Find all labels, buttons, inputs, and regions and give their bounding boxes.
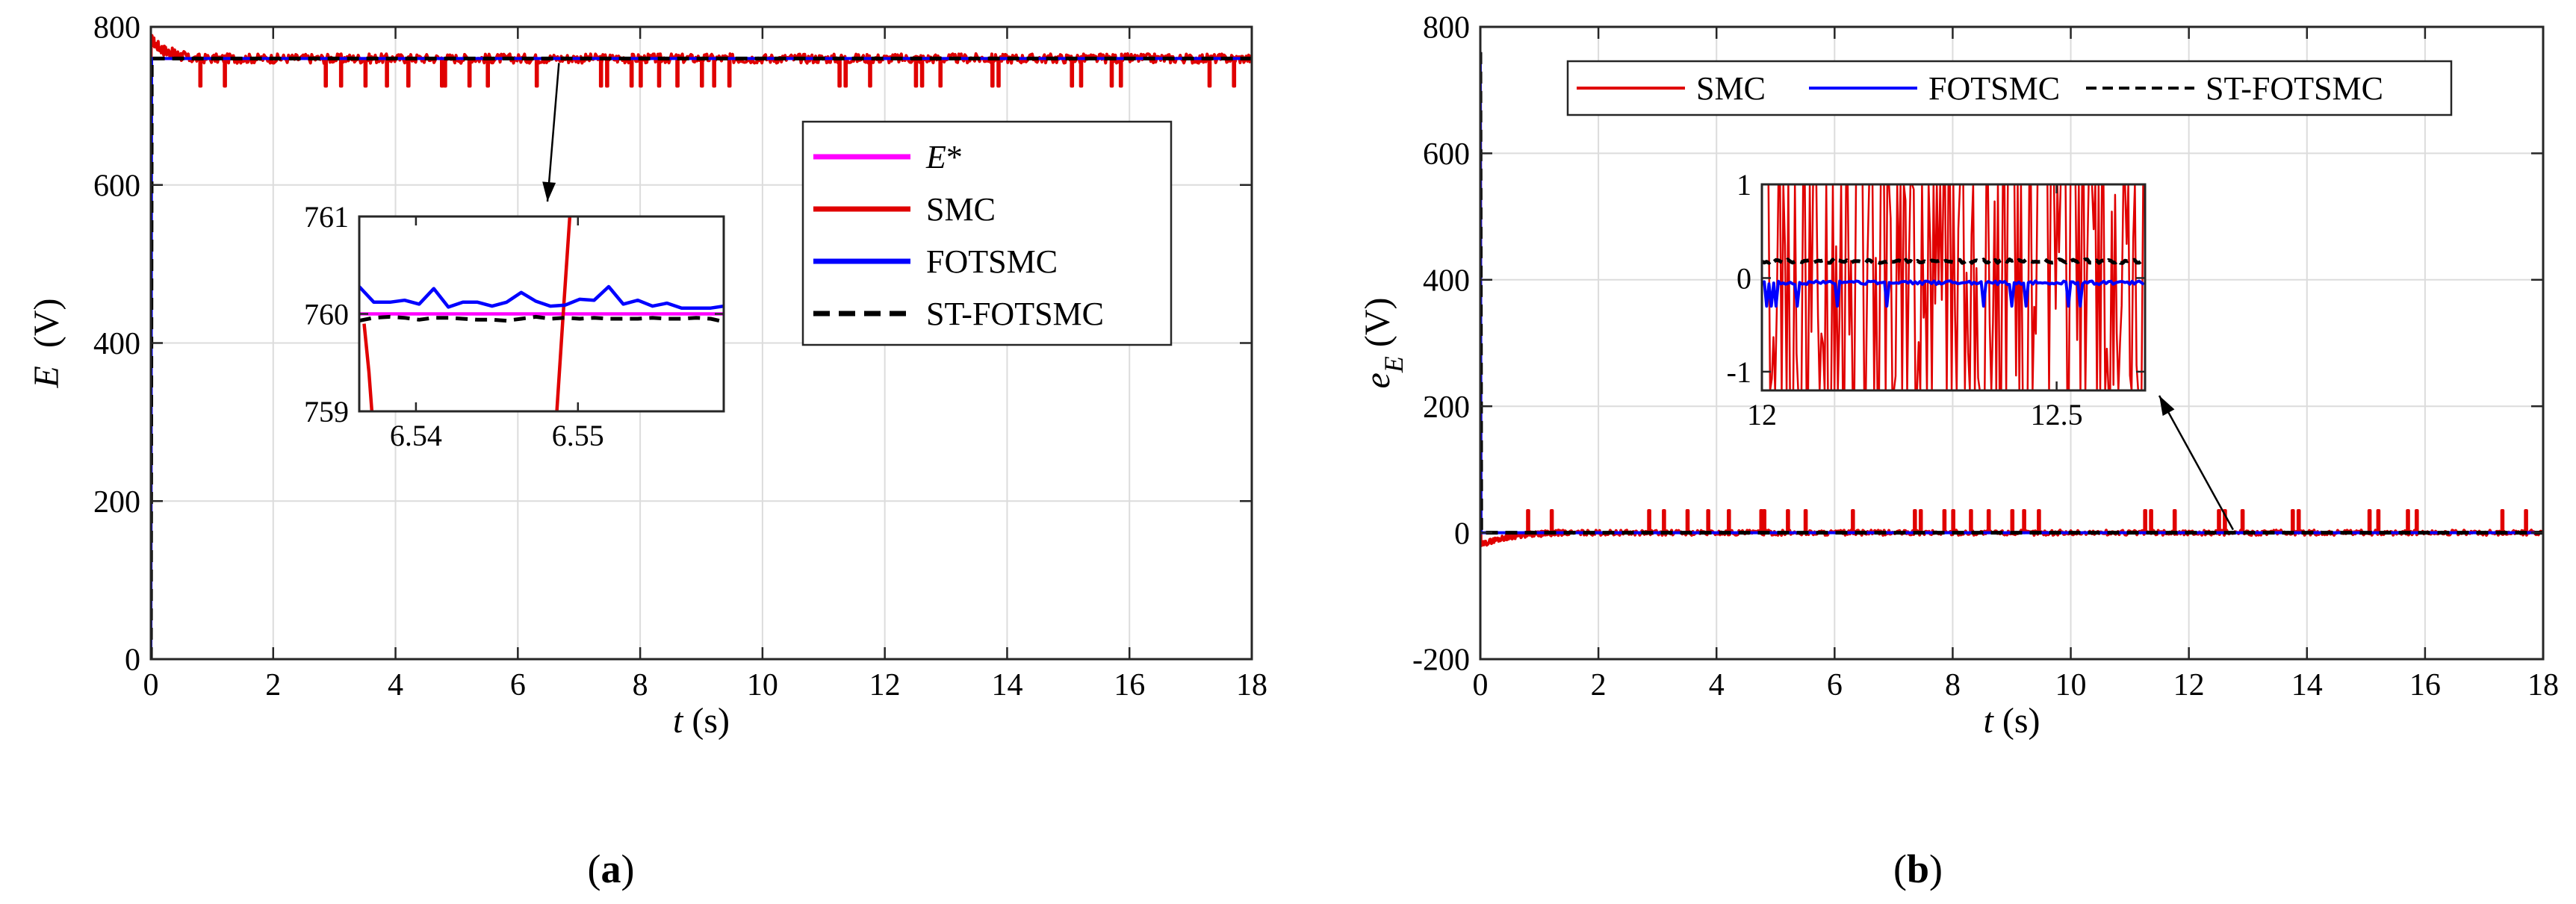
b-x-tick-label: 12 xyxy=(2173,668,2205,702)
a-x-tick-label: 8 xyxy=(633,668,648,702)
a-x-tick-label: 18 xyxy=(1236,668,1267,702)
a-y-tick-label: 400 xyxy=(93,327,140,361)
a-x-tick-label: 4 xyxy=(388,668,403,702)
a-annotation-arrowhead xyxy=(542,181,556,202)
b-inset-axes-border xyxy=(1760,183,2147,392)
a-inset-x-tick-label: 6.55 xyxy=(552,419,604,452)
b-x-tick-label: 4 xyxy=(1709,668,1725,702)
b-annotation-arrow xyxy=(2158,395,2235,531)
a-inset-series-smc xyxy=(362,216,572,411)
a-inset-series-fotsmc xyxy=(359,284,724,310)
b-legend: SMC FOTSMC ST-FOTSMC xyxy=(1566,60,2453,116)
b-annotation-line xyxy=(2158,395,2235,531)
b-y-tick-label: 400 xyxy=(1423,264,1470,299)
a-annotation-arrow xyxy=(542,63,560,202)
a-y-axis-label: E (V) xyxy=(27,299,66,389)
b-y-tick-label: -200 xyxy=(1412,643,1470,678)
b-x-tick-label: 14 xyxy=(2291,668,2323,702)
a-caption-open: ( xyxy=(588,847,601,891)
b-x-tick-label: 8 xyxy=(1945,668,1961,702)
a-inset-y-tick-label: 760 xyxy=(304,298,349,331)
b-x-tick-label: 10 xyxy=(2055,668,2087,702)
a-inset-series-stfotsmc xyxy=(359,314,724,324)
a-y-tick-label: 800 xyxy=(93,11,140,46)
a-legend-label-sup: * xyxy=(946,139,963,175)
a-caption-close: ) xyxy=(621,847,635,891)
b-x-tick-label: 0 xyxy=(1473,668,1489,702)
b-x-axis-label-unit: (s) xyxy=(1993,701,2040,741)
b-x-tick-label: 6 xyxy=(1827,668,1843,702)
a-x-tick-label: 16 xyxy=(1114,668,1145,702)
a-caption: (a) xyxy=(588,847,635,891)
b-inset-series-fotsmc xyxy=(1762,279,2145,308)
a-legend-label-st-fotsmc: ST-FOTSMC xyxy=(926,296,1104,332)
a-x-axis-label-var: t xyxy=(673,701,684,741)
b-y-tick-label: 0 xyxy=(1454,517,1470,551)
a-inset-y-tick-label: 761 xyxy=(304,200,349,234)
a-y-tick-label: 0 xyxy=(125,643,140,678)
a-x-axis-label-unit: (s) xyxy=(683,701,730,741)
b-caption-letter: b xyxy=(1907,847,1929,891)
b-inset-y-tick-label: 1 xyxy=(1737,168,1751,202)
a-inset-series-group xyxy=(359,216,724,411)
b-y-axis-label-sub: E xyxy=(1379,356,1409,373)
b-y-tick-label: 800 xyxy=(1423,11,1470,46)
b-inset-series-smc xyxy=(1762,184,2145,390)
b-caption-close: ) xyxy=(1929,847,1943,891)
a-legend-label-fotsmc: FOTSMC xyxy=(926,243,1058,280)
a-y-tick-label: 200 xyxy=(93,485,140,520)
b-inset: 12 12.5 -1 0 1 xyxy=(1727,168,2147,431)
b-annotation-arrowhead xyxy=(2159,396,2175,417)
a-x-tick-label: 10 xyxy=(747,668,778,702)
b-inset-x-tick-label: 12.5 xyxy=(2031,398,2083,431)
a-y-axis-label-unit: (V) xyxy=(27,299,66,367)
a-x-tick-label: 12 xyxy=(869,668,901,702)
b-y-axis-label-var: e xyxy=(1358,372,1397,388)
a-annotation-line xyxy=(546,63,560,202)
a-caption-letter: a xyxy=(601,847,621,891)
b-y-axis-label-unit: (V) xyxy=(1358,298,1397,357)
b-legend-label-smc: SMC xyxy=(1696,70,1766,107)
b-caption: (b) xyxy=(1893,847,1943,891)
a-x-tick-label: 6 xyxy=(510,668,526,702)
a-x-tick-label: 14 xyxy=(991,668,1022,702)
a-legend-label-var: E xyxy=(925,139,946,175)
b-inset-x-tick-label: 12 xyxy=(1747,398,1777,431)
a-y-tick-label: 600 xyxy=(93,169,140,203)
b-inset-series-group xyxy=(1762,184,2145,390)
b-inset-y-tick-label: -1 xyxy=(1727,355,1751,389)
b-x-tick-label: 18 xyxy=(2527,668,2559,702)
a-legend: E* SMC FOTSMC ST-FOTSMC xyxy=(801,120,1173,346)
b-y-tick-label: 200 xyxy=(1423,390,1470,425)
b-x-axis-label-var: t xyxy=(1984,701,1995,741)
b-legend-label-st-fotsmc: ST-FOTSMC xyxy=(2206,70,2383,107)
a-legend-label-smc: SMC xyxy=(926,191,996,228)
a-inset-x-tick-label: 6.54 xyxy=(390,419,442,452)
b-y-tick-label: 600 xyxy=(1423,137,1470,172)
a-x-tick-label: 2 xyxy=(265,668,281,702)
b-x-tick-label: 16 xyxy=(2409,668,2441,702)
b-legend-box xyxy=(1566,60,2453,116)
b-axes-border xyxy=(1479,25,2545,661)
b-x-tick-label: 2 xyxy=(1591,668,1607,702)
a-legend-label-e-star: E* xyxy=(925,139,963,175)
b-legend-label-fotsmc: FOTSMC xyxy=(1928,70,2060,107)
a-x-axis-label: t (s) xyxy=(673,701,730,741)
b-caption-open: ( xyxy=(1893,847,1907,891)
a-inset: 6.54 6.55 759 760 761 xyxy=(304,200,725,452)
a-x-tick-label: 0 xyxy=(143,668,159,702)
a-inset-y-tick-label: 759 xyxy=(304,395,349,428)
b-x-axis-label: t (s) xyxy=(1984,701,2040,741)
b-inset-y-tick-label: 0 xyxy=(1737,261,1751,295)
b-y-axis-label: eE (V) xyxy=(1358,298,1409,389)
a-y-axis-label-var: E xyxy=(27,366,66,388)
